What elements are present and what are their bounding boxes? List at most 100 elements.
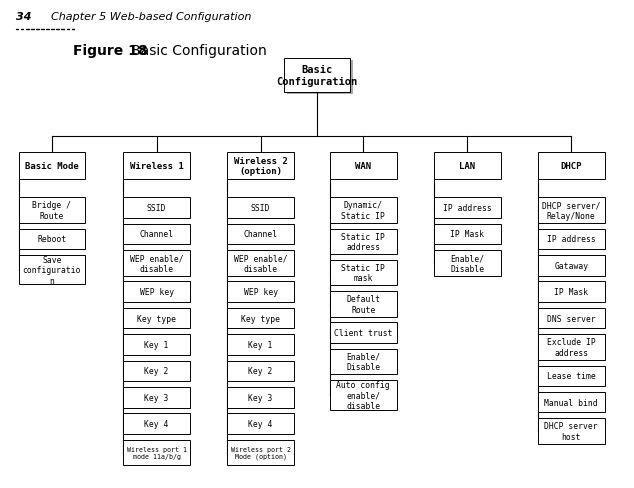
Text: Key 1: Key 1 — [249, 340, 273, 349]
Bar — [123, 198, 190, 219]
Text: Default
Route: Default Route — [346, 295, 380, 314]
Text: Static IP
address: Static IP address — [341, 232, 385, 251]
Text: Channel: Channel — [139, 230, 174, 239]
Bar — [123, 308, 190, 329]
Text: Key type: Key type — [137, 314, 176, 323]
Bar — [227, 440, 294, 466]
Bar — [330, 229, 397, 255]
Text: SSID: SSID — [147, 203, 166, 213]
Bar — [123, 152, 190, 179]
Bar — [287, 61, 354, 95]
Bar — [227, 387, 294, 408]
Text: DHCP server
host: DHCP server host — [545, 422, 598, 441]
Text: Figure 18: Figure 18 — [73, 44, 148, 58]
Text: Static IP
mask: Static IP mask — [341, 264, 385, 283]
Text: IP address: IP address — [443, 203, 491, 213]
Bar — [123, 282, 190, 303]
Bar — [434, 251, 501, 276]
Bar — [227, 335, 294, 355]
Bar — [538, 335, 605, 360]
Bar — [330, 323, 397, 344]
Text: Basic
Configuration: Basic Configuration — [276, 65, 358, 86]
Text: Client trust: Client trust — [334, 328, 392, 338]
Bar — [227, 224, 294, 245]
Text: Key 4: Key 4 — [145, 419, 169, 428]
Text: Key 3: Key 3 — [145, 393, 169, 402]
Text: Manual bind: Manual bind — [545, 398, 598, 407]
Bar — [434, 224, 501, 245]
Bar — [227, 198, 294, 219]
Text: Basic Configuration: Basic Configuration — [131, 44, 267, 58]
Bar — [284, 59, 350, 93]
Text: DNS server: DNS server — [547, 314, 595, 323]
Bar — [538, 198, 605, 224]
Bar — [330, 198, 397, 224]
Bar — [330, 292, 397, 317]
Text: WEP key: WEP key — [243, 287, 278, 297]
Text: SSID: SSID — [251, 203, 270, 213]
Bar — [123, 361, 190, 382]
Text: Key 2: Key 2 — [249, 366, 273, 376]
Bar — [227, 251, 294, 276]
Bar — [227, 414, 294, 434]
Bar — [227, 282, 294, 303]
Text: Dynamic/
Static IP: Dynamic/ Static IP — [341, 201, 385, 220]
Text: DHCP: DHCP — [560, 162, 582, 170]
Text: IP address: IP address — [547, 235, 595, 244]
Text: Enable/
Disable: Enable/ Disable — [346, 352, 380, 371]
Bar — [19, 256, 85, 285]
Text: Key 3: Key 3 — [249, 393, 273, 402]
Text: Lease time: Lease time — [547, 371, 595, 381]
Text: Reboot: Reboot — [37, 235, 67, 244]
Text: Key 2: Key 2 — [145, 366, 169, 376]
Text: Save
configuratio
n: Save configuratio n — [23, 255, 81, 285]
Bar — [538, 419, 605, 444]
Bar — [330, 381, 397, 410]
Text: Chapter 5 Web-based Configuration: Chapter 5 Web-based Configuration — [51, 12, 251, 22]
Text: Wireless port 2
Mode (option): Wireless port 2 Mode (option) — [231, 446, 290, 459]
Text: Channel: Channel — [243, 230, 278, 239]
Bar — [538, 152, 605, 179]
Bar — [227, 152, 294, 179]
Bar — [123, 251, 190, 276]
Bar — [330, 152, 397, 179]
Bar — [538, 256, 605, 276]
Bar — [19, 198, 85, 224]
Text: Basic Mode: Basic Mode — [25, 162, 79, 170]
Text: Key 4: Key 4 — [249, 419, 273, 428]
Bar — [19, 229, 85, 250]
Bar — [538, 366, 605, 386]
Bar — [538, 282, 605, 303]
Bar — [538, 392, 605, 413]
Text: LAN: LAN — [459, 162, 476, 170]
Text: Key 1: Key 1 — [145, 340, 169, 349]
Text: Enable/
Disable: Enable/ Disable — [450, 254, 484, 273]
Bar — [123, 414, 190, 434]
Bar — [123, 440, 190, 466]
Bar — [434, 198, 501, 219]
Text: WEP key: WEP key — [139, 287, 174, 297]
Text: 34: 34 — [16, 12, 31, 22]
Text: WEP enable/
disable: WEP enable/ disable — [130, 254, 183, 273]
Bar — [123, 335, 190, 355]
Bar — [330, 349, 397, 375]
Text: Auto config
enable/
disable: Auto config enable/ disable — [337, 380, 390, 410]
Bar — [19, 152, 85, 179]
Bar — [123, 224, 190, 245]
Text: Exclude IP
address: Exclude IP address — [547, 338, 595, 357]
Bar — [227, 308, 294, 329]
Text: Wireless 2
(option): Wireless 2 (option) — [234, 156, 287, 176]
Text: DHCP server/
Relay/None: DHCP server/ Relay/None — [542, 201, 600, 220]
Text: WAN: WAN — [355, 162, 372, 170]
Text: IP Mask: IP Mask — [450, 230, 484, 239]
Text: Wireless 1: Wireless 1 — [130, 162, 183, 170]
Text: WEP enable/
disable: WEP enable/ disable — [234, 254, 287, 273]
Bar — [227, 361, 294, 382]
Bar — [434, 152, 501, 179]
Text: Key type: Key type — [241, 314, 280, 323]
Text: Bridge /
Route: Bridge / Route — [32, 201, 72, 220]
Bar — [330, 261, 397, 286]
Text: IP Mask: IP Mask — [554, 287, 588, 297]
Bar — [123, 387, 190, 408]
Bar — [538, 308, 605, 329]
